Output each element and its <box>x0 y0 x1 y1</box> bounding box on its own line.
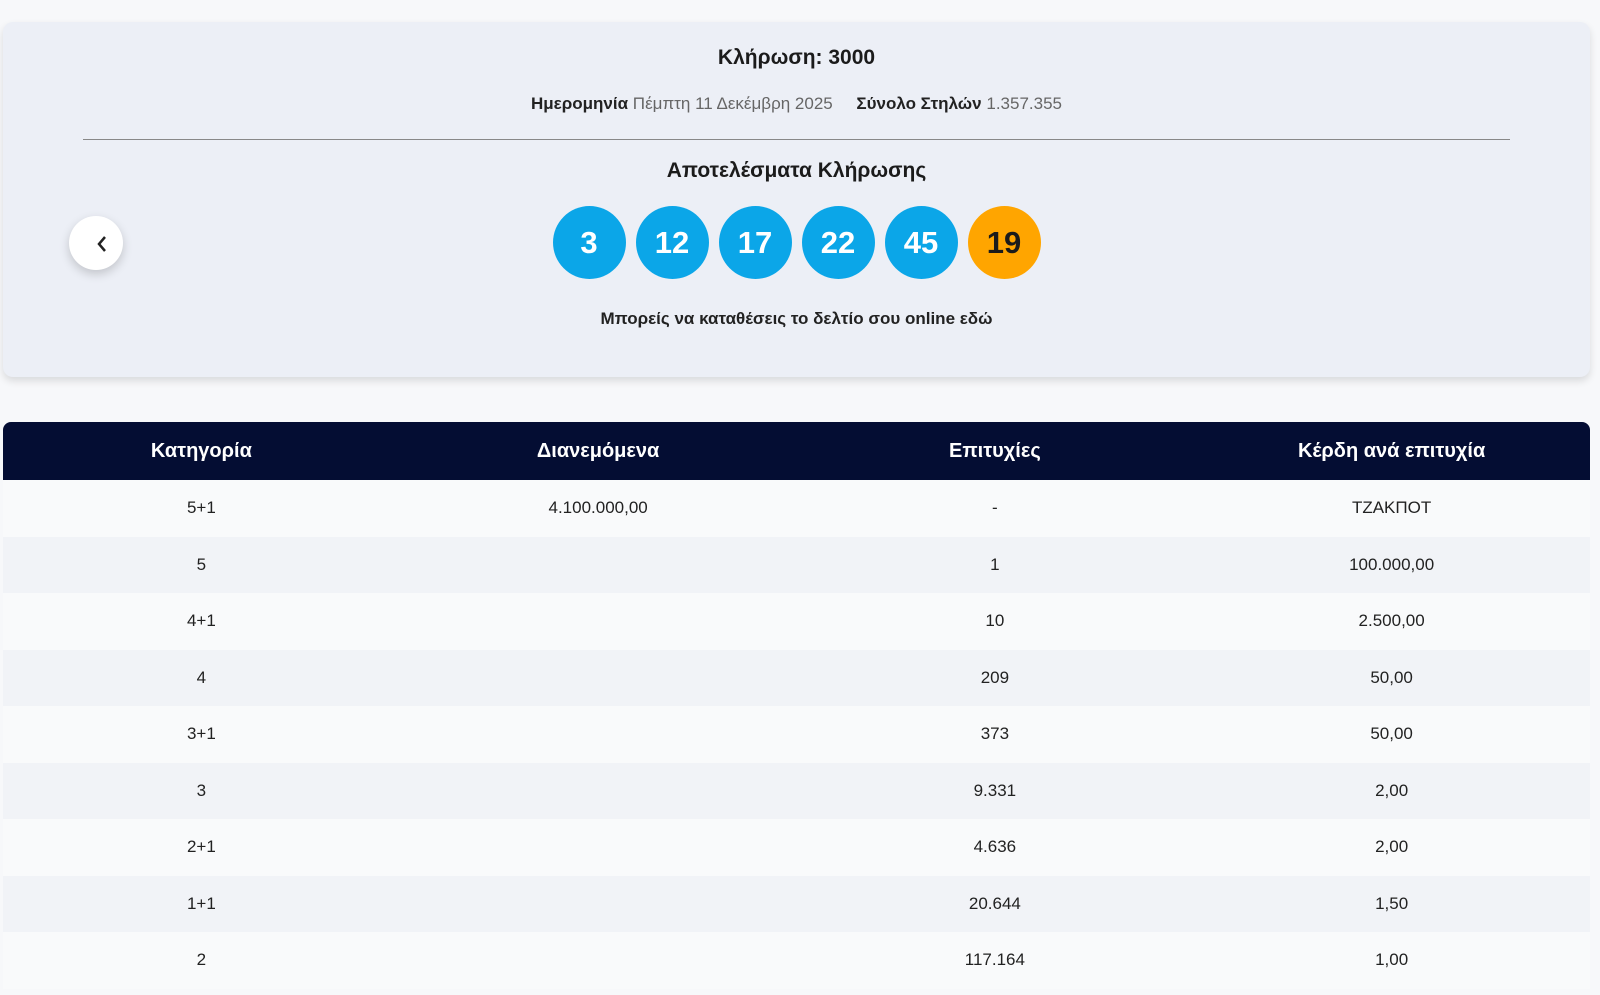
ball: 17 <box>718 206 792 279</box>
cell-category: 3 <box>3 762 400 819</box>
ball: 22 <box>801 206 875 279</box>
divider <box>83 139 1510 140</box>
cell-winners: 117.164 <box>796 932 1194 989</box>
cell-winners: 209 <box>796 649 1194 706</box>
cell-prize: 2.500,00 <box>1193 593 1590 650</box>
cell-distributed <box>399 536 797 593</box>
cell-prize: 1,00 <box>1193 932 1590 989</box>
table-row: 3 9.331 2,00 <box>3 762 1590 819</box>
header-row: Κατηγορία Διανεμόμενα Επιτυχίες Κέρδη ανά ε… <box>3 422 1590 480</box>
cell-winners: - <box>796 480 1194 537</box>
cell-category: 2+1 <box>3 819 400 876</box>
table-row: 3+1 373 50,00 <box>3 706 1590 763</box>
cell-distributed: 4.100.000,00 <box>399 480 797 537</box>
cell-winners: 20.644 <box>796 875 1194 932</box>
cell-winners: 10 <box>796 593 1194 650</box>
cell-prize: ΤΖΑΚΠΟΤ <box>1193 480 1590 537</box>
cell-distributed <box>399 875 797 932</box>
date-label: Ημερομηνία <box>531 94 629 113</box>
cell-category: 4+1 <box>3 593 400 650</box>
cell-distributed <box>399 706 797 763</box>
draw-title: Κλήρωση: 3000 <box>717 46 876 69</box>
cell-prize: 50,00 <box>1193 706 1590 763</box>
cell-category: 3+1 <box>3 706 400 763</box>
columns: 1.357.355 <box>986 94 1062 113</box>
column-header: Κατηγορία <box>3 422 400 480</box>
draw-meta: Ημερομηνία Πέμπτη 11 Δεκέμβρη 2025 Σύνολ… <box>3 94 1590 114</box>
cell-distributed <box>399 593 797 650</box>
cell-winners: 4.636 <box>796 819 1194 876</box>
balls: 3 12 17 22 45 19 <box>3 206 1590 279</box>
prize-table: Κατηγορία Διανεμόμενα Επιτυχίες Κέρδη ανά ε… <box>3 422 1590 989</box>
date: Πέμπτη 11 Δεκέμβρη 2025 <box>632 94 833 113</box>
cell-prize: 2,00 <box>1193 819 1590 876</box>
columns-label: Σύνολο Στηλών <box>856 94 982 113</box>
cell-distributed <box>399 819 797 876</box>
ball: 3 <box>552 206 626 279</box>
cell-winners: 373 <box>796 706 1194 763</box>
table-row: 2+1 4.636 2,00 <box>3 819 1590 876</box>
cell-prize: 50,00 <box>1193 649 1590 706</box>
ball: 45 <box>884 206 958 279</box>
cell-category: 4 <box>3 649 400 706</box>
table-row: 1+1 20.644 1,50 <box>3 875 1590 932</box>
prev-button[interactable] <box>69 216 123 270</box>
table-row: 5 1 100.000,00 <box>3 536 1590 593</box>
cell-category: 1+1 <box>3 875 400 932</box>
cell-category: 5+1 <box>3 480 400 537</box>
table-row: 2 117.164 1,00 <box>3 932 1590 989</box>
cell-category: 5 <box>3 536 400 593</box>
cell-winners: 9.331 <box>796 762 1194 819</box>
cell-prize: 1,50 <box>1193 875 1590 932</box>
cell-distributed <box>399 649 797 706</box>
draw-card: Κλήρωση: 3000 Ημερομηνία Πέμπτη 11 Δεκέμ… <box>3 22 1590 377</box>
cell-prize: 100.000,00 <box>1193 536 1590 593</box>
cell-distributed <box>399 762 797 819</box>
chevron-icon <box>97 236 106 252</box>
table-body: 5+1 4.100.000,00- ΤΖΑΚΠΟΤ 5 1 100.000,00 4+1 10… <box>3 480 1590 989</box>
cell-distributed <box>399 932 797 989</box>
table-row: 4+1 10 2.500,00 <box>3 593 1590 650</box>
column-header: Επιτυχίες <box>796 422 1194 480</box>
table-row: 5+1 4.100.000,00- ΤΖΑΚΠΟΤ <box>3 480 1590 537</box>
cell-prize: 2,00 <box>1193 762 1590 819</box>
online-note[interactable]: Μπορείς να καταθέσεις το δελτίο σου onli… <box>600 309 993 328</box>
bonus-ball: 19 <box>967 206 1041 279</box>
table-row: 4 209 50,00 <box>3 649 1590 706</box>
cell-category: 2 <box>3 932 400 989</box>
cell-winners: 1 <box>796 536 1194 593</box>
results-title: Αποτελέσματα Κλήρωσης <box>666 159 927 182</box>
column-header: Διανεμόμενα <box>399 422 797 480</box>
ball: 12 <box>635 206 709 279</box>
column-header: Κέρδη ανά επιτυχία <box>1193 422 1590 480</box>
